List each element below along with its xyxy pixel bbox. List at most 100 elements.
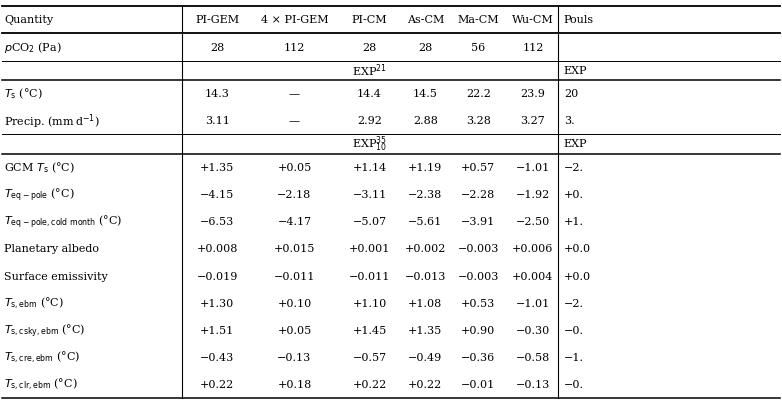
Text: −0.49: −0.49	[408, 353, 443, 363]
Text: −3.91: −3.91	[461, 217, 495, 227]
Text: Surface emissivity: Surface emissivity	[4, 272, 108, 281]
Text: As-CM: As-CM	[407, 15, 444, 25]
Text: EXP$^{35}_{10}$: EXP$^{35}_{10}$	[353, 135, 387, 154]
Text: 56: 56	[471, 42, 486, 52]
Text: +1.08: +1.08	[408, 299, 443, 309]
Text: 14.4: 14.4	[357, 89, 382, 99]
Text: +0.22: +0.22	[353, 380, 386, 390]
Text: 3.28: 3.28	[466, 116, 490, 126]
Text: Pouls: Pouls	[564, 15, 594, 25]
Text: −2.28: −2.28	[461, 190, 495, 200]
Text: EXP$^{21}$: EXP$^{21}$	[353, 62, 387, 79]
Text: +1.30: +1.30	[200, 299, 235, 309]
Text: −0.43: −0.43	[200, 353, 235, 363]
Text: 14.5: 14.5	[413, 89, 438, 99]
Text: −0.003: −0.003	[457, 244, 499, 254]
Text: 3.: 3.	[564, 116, 575, 126]
Text: 3.27: 3.27	[521, 116, 545, 126]
Text: +0.22: +0.22	[200, 380, 235, 390]
Text: −1.: −1.	[564, 353, 584, 363]
Text: 112: 112	[284, 42, 305, 52]
Text: +0.0: +0.0	[564, 244, 591, 254]
Text: +1.19: +1.19	[408, 163, 443, 173]
Text: −0.003: −0.003	[457, 272, 499, 281]
Text: +1.: +1.	[564, 217, 584, 227]
Text: 3.11: 3.11	[205, 116, 230, 126]
Text: 28: 28	[362, 42, 377, 52]
Text: −0.36: −0.36	[461, 353, 495, 363]
Text: −5.61: −5.61	[408, 217, 443, 227]
Text: +0.05: +0.05	[278, 326, 311, 336]
Text: +0.53: +0.53	[461, 299, 495, 309]
Text: +0.002: +0.002	[405, 244, 446, 254]
Text: −1.92: −1.92	[516, 190, 550, 200]
Text: −4.15: −4.15	[200, 190, 235, 200]
Text: −0.30: −0.30	[516, 326, 550, 336]
Text: −3.11: −3.11	[353, 190, 386, 200]
Text: −0.58: −0.58	[516, 353, 550, 363]
Text: +0.001: +0.001	[349, 244, 390, 254]
Text: 23.9: 23.9	[521, 89, 545, 99]
Text: −4.17: −4.17	[278, 217, 311, 227]
Text: $T_\mathrm{s,clr,ebm}$ (°C): $T_\mathrm{s,clr,ebm}$ (°C)	[4, 377, 77, 393]
Text: —: —	[289, 116, 300, 126]
Text: −0.13: −0.13	[516, 380, 550, 390]
Text: −2.: −2.	[564, 299, 584, 309]
Text: −1.01: −1.01	[516, 163, 550, 173]
Text: −0.011: −0.011	[274, 272, 315, 281]
Text: −2.18: −2.18	[278, 190, 311, 200]
Text: +0.10: +0.10	[278, 299, 311, 309]
Text: Precip. (mm d$^{-1}$): Precip. (mm d$^{-1}$)	[4, 112, 99, 131]
Text: −0.019: −0.019	[197, 272, 238, 281]
Text: $T_\mathrm{eq-pole,cold\ month}$ (°C): $T_\mathrm{eq-pole,cold\ month}$ (°C)	[4, 213, 123, 231]
Text: 22.2: 22.2	[466, 89, 490, 99]
Text: $p$CO$_2$ (Pa): $p$CO$_2$ (Pa)	[4, 40, 62, 55]
Text: +0.57: +0.57	[461, 163, 495, 173]
Text: GCM $T_\mathrm{s}$ (°C): GCM $T_\mathrm{s}$ (°C)	[4, 161, 75, 175]
Text: −0.013: −0.013	[405, 272, 446, 281]
Text: 28: 28	[418, 42, 432, 52]
Text: +1.35: +1.35	[408, 326, 443, 336]
Text: +0.0: +0.0	[564, 272, 591, 281]
Text: 2.92: 2.92	[357, 116, 382, 126]
Text: PI-CM: PI-CM	[352, 15, 387, 25]
Text: 14.3: 14.3	[205, 89, 230, 99]
Text: +1.10: +1.10	[353, 299, 386, 309]
Text: +1.35: +1.35	[200, 163, 235, 173]
Text: EXP: EXP	[564, 66, 587, 76]
Text: −5.07: −5.07	[353, 217, 386, 227]
Text: PI-GEM: PI-GEM	[196, 15, 239, 25]
Text: +1.51: +1.51	[200, 326, 235, 336]
Text: $T_\mathrm{s,csky,ebm}$ (°C): $T_\mathrm{s,csky,ebm}$ (°C)	[4, 322, 85, 339]
Text: +0.90: +0.90	[461, 326, 495, 336]
Text: +1.14: +1.14	[353, 163, 386, 173]
Text: −1.01: −1.01	[516, 299, 550, 309]
Text: +0.004: +0.004	[512, 272, 554, 281]
Text: +0.006: +0.006	[512, 244, 554, 254]
Text: —: —	[289, 89, 300, 99]
Text: Ma-CM: Ma-CM	[457, 15, 499, 25]
Text: $T_\mathrm{s,cre,ebm}$ (°C): $T_\mathrm{s,cre,ebm}$ (°C)	[4, 350, 80, 366]
Text: 20: 20	[564, 89, 578, 99]
Text: +1.45: +1.45	[353, 326, 386, 336]
Text: $T_\mathrm{eq-pole}$ (°C): $T_\mathrm{eq-pole}$ (°C)	[4, 186, 74, 204]
Text: 28: 28	[210, 42, 224, 52]
Text: Wu-CM: Wu-CM	[512, 15, 554, 25]
Text: $T_\mathrm{s,ebm}$ (°C): $T_\mathrm{s,ebm}$ (°C)	[4, 296, 64, 312]
Text: +0.18: +0.18	[278, 380, 311, 390]
Text: Planetary albedo: Planetary albedo	[4, 244, 99, 254]
Text: +0.: +0.	[564, 190, 584, 200]
Text: 2.88: 2.88	[413, 116, 438, 126]
Text: +0.008: +0.008	[197, 244, 238, 254]
Text: −0.011: −0.011	[349, 272, 390, 281]
Text: $T_\mathrm{s}$ (°C): $T_\mathrm{s}$ (°C)	[4, 87, 42, 101]
Text: −0.01: −0.01	[461, 380, 495, 390]
Text: +0.22: +0.22	[408, 380, 443, 390]
Text: −0.13: −0.13	[278, 353, 311, 363]
Text: −6.53: −6.53	[200, 217, 235, 227]
Text: −2.50: −2.50	[516, 217, 550, 227]
Text: +0.05: +0.05	[278, 163, 311, 173]
Text: 112: 112	[522, 42, 543, 52]
Text: −0.: −0.	[564, 380, 584, 390]
Text: Quantity: Quantity	[4, 15, 53, 25]
